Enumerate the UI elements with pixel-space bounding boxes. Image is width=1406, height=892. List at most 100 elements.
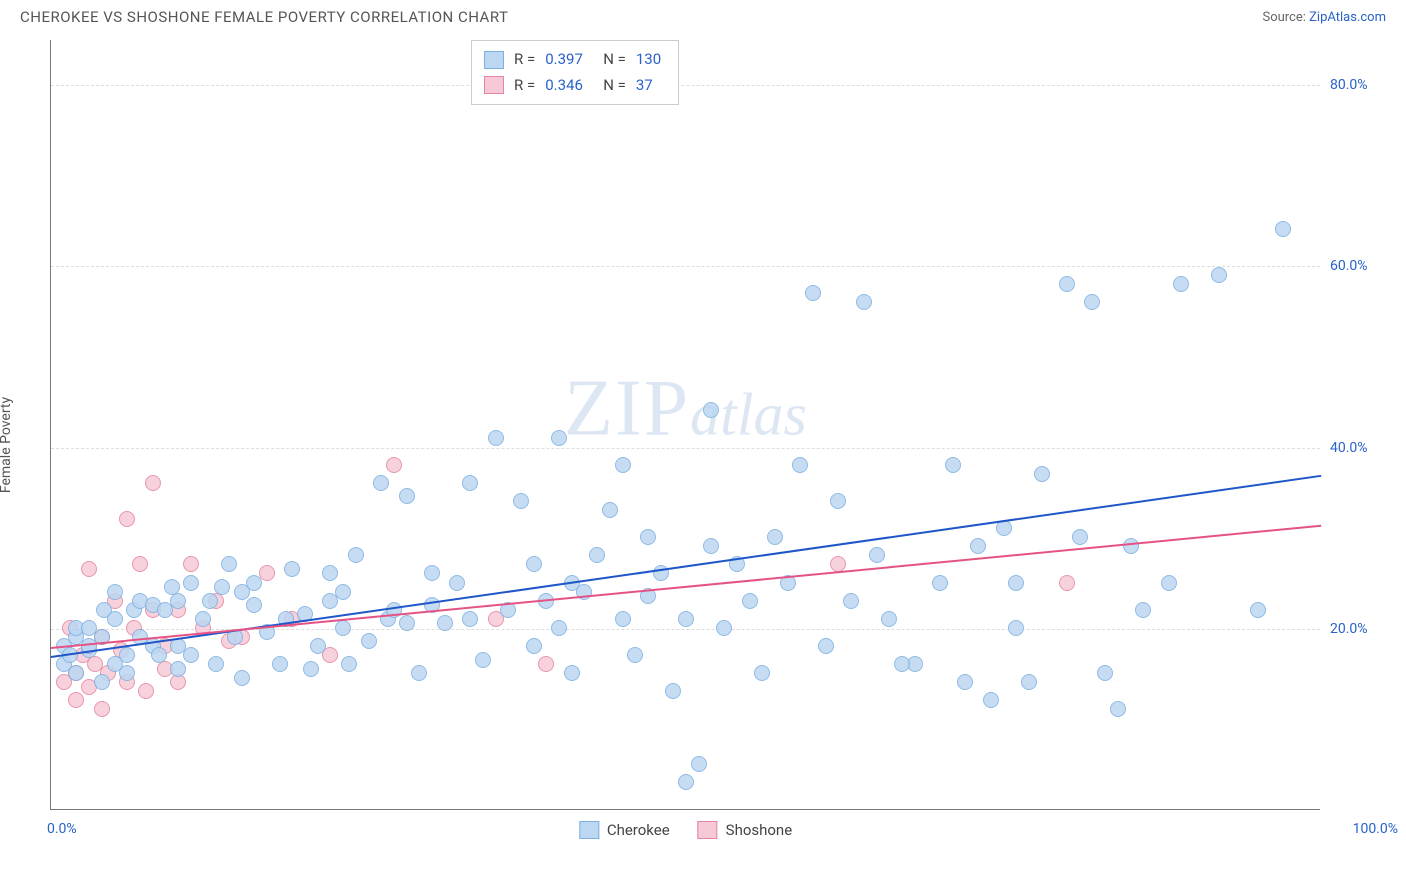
data-point-cherokee: [703, 402, 719, 418]
y-tick-label: 80.0%: [1330, 77, 1390, 93]
data-point-cherokee: [1275, 221, 1291, 237]
data-point-cherokee: [1034, 466, 1050, 482]
legend-n-label: N =: [603, 73, 626, 99]
data-point-cherokee: [983, 692, 999, 708]
data-point-cherokee: [335, 620, 351, 636]
data-point-cherokee: [68, 665, 84, 681]
data-point-cherokee: [170, 661, 186, 677]
source-attribution: Source: ZipAtlas.com: [1262, 10, 1386, 25]
gridline-h: [51, 266, 1320, 267]
legend-n-value: 130: [636, 47, 666, 73]
data-point-cherokee: [424, 565, 440, 581]
data-point-cherokee: [1084, 294, 1100, 310]
data-point-cherokee: [665, 683, 681, 699]
data-point-cherokee: [830, 493, 846, 509]
data-point-cherokee: [341, 656, 357, 672]
data-point-cherokee: [754, 665, 770, 681]
data-point-cherokee: [373, 475, 389, 491]
data-point-cherokee: [335, 584, 351, 600]
data-point-shoshone: [386, 457, 402, 473]
data-point-cherokee: [1008, 575, 1024, 591]
data-point-cherokee: [449, 575, 465, 591]
data-point-cherokee: [411, 665, 427, 681]
legend-label: Shoshone: [726, 821, 793, 839]
data-point-cherokee: [1110, 701, 1126, 717]
data-point-cherokee: [843, 593, 859, 609]
legend-stats: R = 0.397N = 130R = 0.346N = 37: [471, 40, 679, 105]
data-point-cherokee: [1072, 529, 1088, 545]
data-point-shoshone: [119, 511, 135, 527]
data-point-cherokee: [678, 611, 694, 627]
y-tick-label: 60.0%: [1330, 258, 1390, 274]
data-point-cherokee: [107, 611, 123, 627]
data-point-cherokee: [246, 597, 262, 613]
legend-series: Cherokee Shoshone: [579, 821, 792, 839]
data-point-cherokee: [640, 529, 656, 545]
data-point-cherokee: [437, 615, 453, 631]
data-point-cherokee: [526, 556, 542, 572]
data-point-cherokee: [208, 656, 224, 672]
data-point-cherokee: [1173, 276, 1189, 292]
gridline-h: [51, 85, 1320, 86]
legend-stats-row-shoshone: R = 0.346N = 37: [484, 73, 666, 99]
data-point-cherokee: [691, 756, 707, 772]
data-point-cherokee: [1161, 575, 1177, 591]
data-point-cherokee: [183, 575, 199, 591]
data-point-shoshone: [81, 561, 97, 577]
chart-header: CHEROKEE VS SHOSHONE FEMALE POVERTY CORR…: [0, 0, 1406, 30]
legend-r-label: R =: [514, 73, 535, 99]
data-point-cherokee: [399, 488, 415, 504]
data-point-cherokee: [488, 430, 504, 446]
data-point-cherokee: [589, 547, 605, 563]
data-point-cherokee: [1123, 538, 1139, 554]
data-point-cherokee: [716, 620, 732, 636]
y-tick-label: 40.0%: [1330, 440, 1390, 456]
data-point-cherokee: [170, 593, 186, 609]
data-point-cherokee: [1250, 602, 1266, 618]
data-point-cherokee: [202, 593, 218, 609]
data-point-cherokee: [310, 638, 326, 654]
data-point-cherokee: [348, 547, 364, 563]
data-point-cherokee: [1059, 276, 1075, 292]
data-point-cherokee: [1021, 674, 1037, 690]
data-point-cherokee: [881, 611, 897, 627]
legend-r-value: 0.397: [545, 47, 593, 73]
data-point-cherokee: [462, 611, 478, 627]
data-point-cherokee: [970, 538, 986, 554]
legend-stats-row-cherokee: R = 0.397N = 130: [484, 47, 666, 73]
data-point-shoshone: [132, 556, 148, 572]
source-link[interactable]: ZipAtlas.com: [1309, 10, 1386, 25]
legend-label: Cherokee: [607, 821, 670, 839]
data-point-cherokee: [932, 575, 948, 591]
data-point-cherokee: [1097, 665, 1113, 681]
data-point-cherokee: [361, 633, 377, 649]
watermark: ZIPatlas: [564, 364, 807, 455]
data-point-cherokee: [894, 656, 910, 672]
data-point-shoshone: [1059, 575, 1075, 591]
data-point-cherokee: [246, 575, 262, 591]
data-point-cherokee: [1135, 602, 1151, 618]
data-point-cherokee: [272, 656, 288, 672]
data-point-shoshone: [183, 556, 199, 572]
y-tick-label: 20.0%: [1330, 621, 1390, 637]
data-point-shoshone: [145, 475, 161, 491]
data-point-cherokee: [322, 565, 338, 581]
data-point-cherokee: [183, 647, 199, 663]
legend-item-shoshone: Shoshone: [698, 821, 793, 839]
data-point-cherokee: [602, 502, 618, 518]
data-point-cherokee: [742, 593, 758, 609]
legend-swatch-cherokee: [579, 821, 599, 839]
data-point-shoshone: [94, 701, 110, 717]
data-point-cherokee: [869, 547, 885, 563]
gridline-h: [51, 448, 1320, 449]
data-point-cherokee: [945, 457, 961, 473]
data-point-cherokee: [151, 647, 167, 663]
data-point-shoshone: [538, 656, 554, 672]
data-point-cherokee: [1211, 267, 1227, 283]
data-point-cherokee: [615, 457, 631, 473]
legend-swatch-cherokee: [484, 51, 504, 69]
data-point-cherokee: [526, 638, 542, 654]
data-point-cherokee: [94, 674, 110, 690]
x-tick-label: 0.0%: [47, 821, 77, 837]
legend-swatch-shoshone: [698, 821, 718, 839]
